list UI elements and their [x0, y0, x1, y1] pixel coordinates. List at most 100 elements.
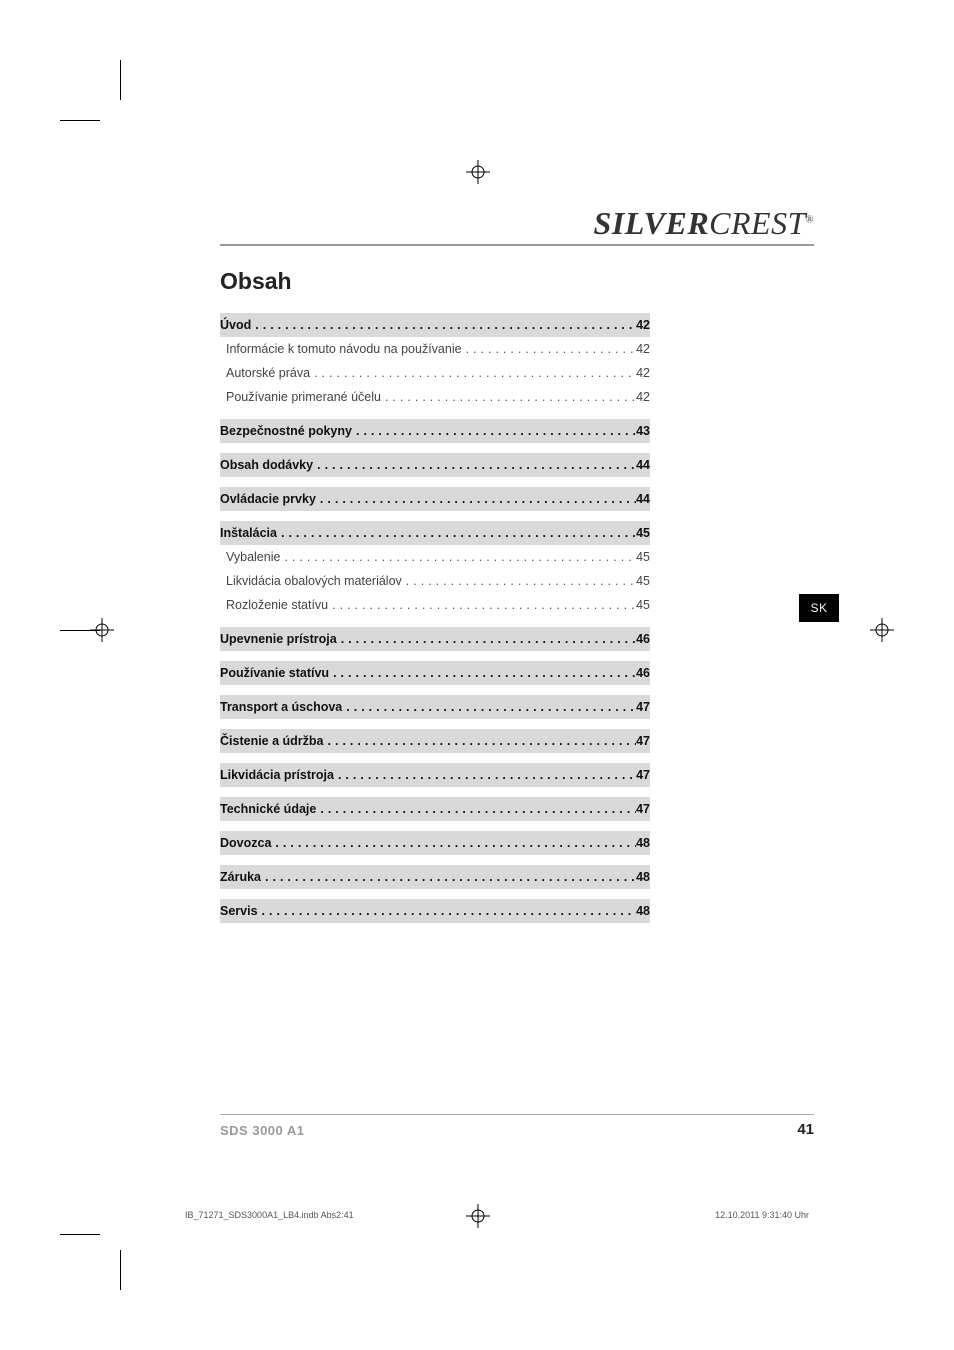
toc-section: Používanie statívu 46: [220, 661, 650, 685]
registration-mark-icon: [870, 618, 894, 642]
toc-label: Používanie primerané účelu: [226, 387, 381, 407]
toc-section: Inštalácia 45: [220, 521, 650, 545]
toc-label: Likvidácia prístroja: [220, 765, 334, 785]
toc-page-number: 47: [636, 697, 650, 717]
toc-label: Dovozca: [220, 833, 271, 853]
toc-label: Autorské práva: [226, 363, 310, 383]
crop-mark: [60, 120, 100, 121]
toc-page-number: 42: [636, 315, 650, 335]
toc-leader-dots: [334, 765, 636, 785]
toc-subitem: Používanie primerané účelu 42: [220, 385, 650, 409]
toc-label: Záruka: [220, 867, 261, 887]
toc-leader-dots: [277, 523, 636, 543]
toc-leader-dots: [402, 571, 636, 591]
brand-mark: ®: [806, 214, 814, 225]
toc-page-number: 43: [636, 421, 650, 441]
toc-label: Obsah dodávky: [220, 455, 313, 475]
toc-page-number: 46: [636, 663, 650, 683]
toc-page-number: 42: [636, 363, 650, 383]
footer-page-number: 41: [797, 1121, 814, 1138]
toc-page-number: 45: [636, 595, 650, 615]
toc-subitem: Autorské práva 42: [220, 361, 650, 385]
toc-leader-dots: [280, 547, 636, 567]
toc-page-number: 44: [636, 455, 650, 475]
brand-bold: SILVER: [594, 205, 710, 241]
toc-page-number: 45: [636, 571, 650, 591]
toc-leader-dots: [352, 421, 636, 441]
toc-page-number: 44: [636, 489, 650, 509]
toc-subitem: Informácie k tomuto návodu na používanie…: [220, 337, 650, 361]
toc-label: Vybalenie: [226, 547, 280, 567]
toc-section: Obsah dodávky 44: [220, 453, 650, 477]
toc-subitem: Vybalenie 45: [220, 545, 650, 569]
brand-rule: [220, 244, 814, 246]
toc-page-number: 47: [636, 765, 650, 785]
toc-label: Upevnenie prístroja: [220, 629, 337, 649]
toc-section: Servis 48: [220, 899, 650, 923]
toc-leader-dots: [329, 663, 636, 683]
toc-section: Transport a úschova 47: [220, 695, 650, 719]
toc-page-number: 48: [636, 901, 650, 921]
toc-label: Čistenie a údržba: [220, 731, 324, 751]
toc-leader-dots: [310, 363, 636, 383]
toc-label: Servis: [220, 901, 258, 921]
toc-section: Technické údaje 47: [220, 797, 650, 821]
toc-page-number: 45: [636, 523, 650, 543]
imprint-left: IB_71271_SDS3000A1_LB4.indb Abs2:41: [185, 1210, 354, 1220]
brand-light: CREST: [709, 205, 806, 241]
toc-label: Bezpečnostné pokyny: [220, 421, 352, 441]
registration-mark-icon: [466, 1204, 490, 1228]
toc-page-number: 47: [636, 731, 650, 751]
toc-section: Ovládacie prvky 44: [220, 487, 650, 511]
toc-label: Používanie statívu: [220, 663, 329, 683]
toc-content: Obsah Úvod42Informácie k tomuto návodu n…: [220, 268, 650, 923]
toc-leader-dots: [316, 489, 636, 509]
toc-leader-dots: [342, 697, 636, 717]
registration-mark-icon: [90, 618, 114, 642]
toc-title: Obsah: [220, 268, 650, 295]
toc-label: Technické údaje: [220, 799, 316, 819]
language-tab-label: SK: [810, 601, 827, 615]
footer-rule: [220, 1114, 814, 1115]
toc-page-number: 42: [636, 387, 650, 407]
toc-list: Úvod42Informácie k tomuto návodu na použ…: [220, 313, 650, 923]
toc-page-number: 42: [636, 339, 650, 359]
toc-label: Ovládacie prvky: [220, 489, 316, 509]
toc-section: Bezpečnostné pokyny 43: [220, 419, 650, 443]
toc-section: Upevnenie prístroja 46: [220, 627, 650, 651]
toc-leader-dots: [462, 339, 637, 359]
toc-page-number: 48: [636, 867, 650, 887]
toc-leader-dots: [328, 595, 636, 615]
toc-leader-dots: [271, 833, 636, 853]
toc-section: Úvod 42: [220, 313, 650, 337]
toc-leader-dots: [324, 731, 637, 751]
toc-label: Rozloženie statívu: [226, 595, 328, 615]
toc-leader-dots: [258, 901, 637, 921]
toc-page-number: 45: [636, 547, 650, 567]
brand-logo: SILVERCREST®: [594, 205, 814, 242]
toc-page-number: 47: [636, 799, 650, 819]
toc-label: Inštalácia: [220, 523, 277, 543]
toc-label: Informácie k tomuto návodu na používanie: [226, 339, 462, 359]
toc-leader-dots: [251, 315, 636, 335]
footer-model: SDS 3000 A1: [220, 1123, 305, 1138]
toc-section: Likvidácia prístroja 47: [220, 763, 650, 787]
toc-section: Dovozca 48: [220, 831, 650, 855]
toc-subitem: Rozloženie statívu 45: [220, 593, 650, 617]
toc-page-number: 46: [636, 629, 650, 649]
crop-mark: [120, 1250, 121, 1290]
toc-subitem: Likvidácia obalových materiálov 45: [220, 569, 650, 593]
toc-section: Čistenie a údržba 47: [220, 729, 650, 753]
toc-leader-dots: [313, 455, 636, 475]
imprint-right: 12.10.2011 9:31:40 Uhr: [715, 1210, 809, 1220]
language-tab: SK: [799, 594, 839, 622]
toc-label: Úvod: [220, 315, 251, 335]
crop-mark: [120, 60, 121, 100]
registration-mark-icon: [466, 160, 490, 184]
toc-label: Likvidácia obalových materiálov: [226, 571, 402, 591]
toc-page-number: 48: [636, 833, 650, 853]
toc-leader-dots: [261, 867, 636, 887]
crop-mark: [60, 1234, 100, 1235]
toc-label: Transport a úschova: [220, 697, 342, 717]
toc-section: Záruka 48: [220, 865, 650, 889]
